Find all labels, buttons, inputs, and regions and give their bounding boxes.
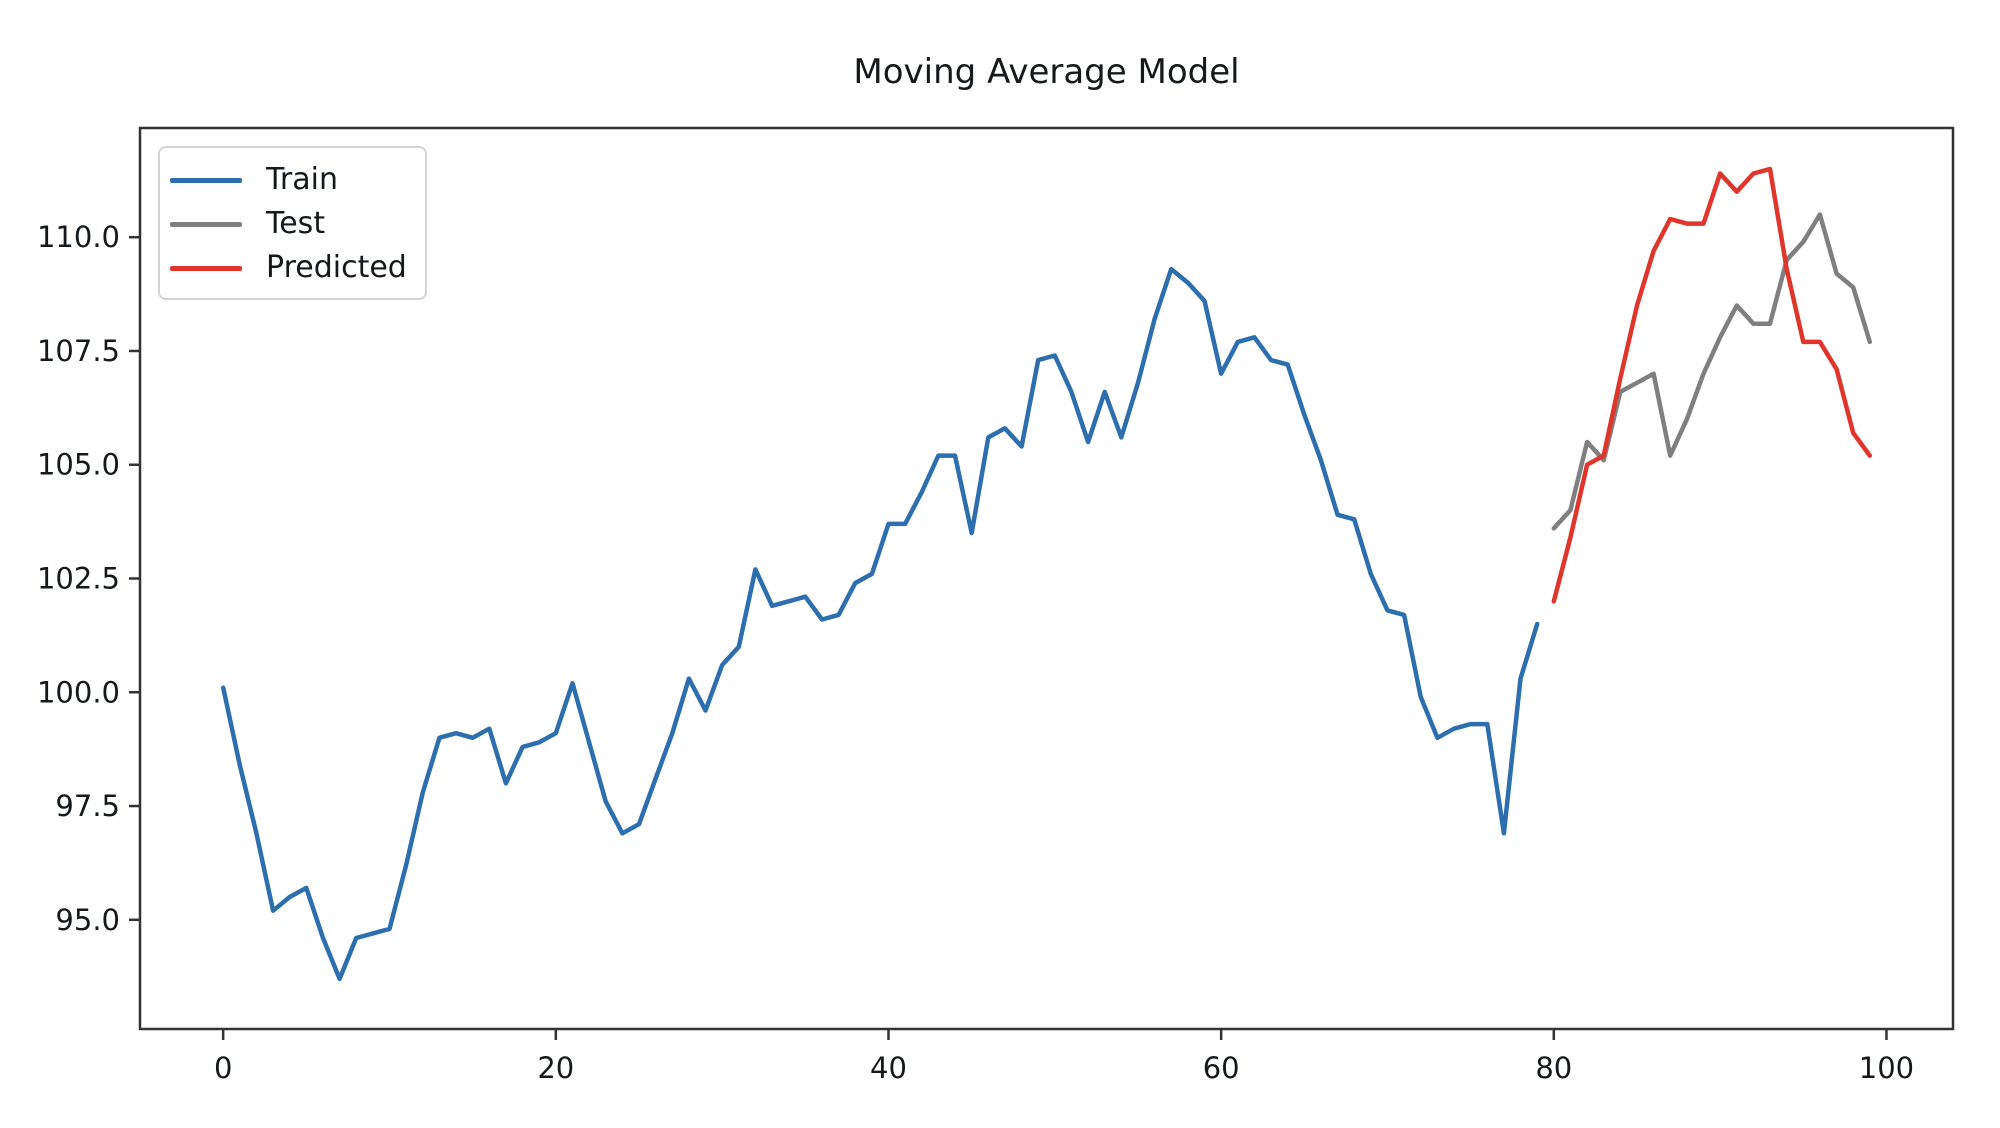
x-tick-label: 100 (1859, 1051, 1914, 1085)
y-tick-label: 110.0 (37, 220, 120, 254)
x-tick-label: 80 (1535, 1051, 1572, 1085)
y-tick-label: 102.5 (37, 562, 120, 596)
legend-item-test: Test (170, 202, 407, 246)
legend-label: Test (266, 206, 326, 241)
series-line-predicted (1551, 166, 1873, 604)
y-tick-label: 100.0 (37, 675, 120, 709)
series-line-train (220, 266, 1540, 982)
y-tick-label: 95.0 (55, 903, 120, 937)
legend-label: Predicted (266, 250, 407, 285)
legend: Train Test Predicted (158, 146, 427, 300)
legend-line-sample-predicted (170, 265, 242, 271)
y-tick-label: 107.5 (37, 334, 120, 368)
legend-item-predicted: Predicted (170, 246, 407, 290)
legend-line-sample-test (170, 221, 242, 227)
y-tick-label: 97.5 (55, 789, 120, 823)
legend-label: Train (266, 162, 338, 197)
x-tick-label: 60 (1203, 1051, 1240, 1085)
x-tick-label: 40 (870, 1051, 907, 1085)
series-line-test (1551, 212, 1873, 531)
x-tick-label: 0 (214, 1051, 232, 1085)
chart-title: Moving Average Model (853, 52, 1240, 92)
legend-line-sample-train (170, 177, 242, 183)
legend-item-train: Train (170, 158, 407, 202)
y-tick-label: 105.0 (37, 448, 120, 482)
x-tick-label: 20 (537, 1051, 574, 1085)
